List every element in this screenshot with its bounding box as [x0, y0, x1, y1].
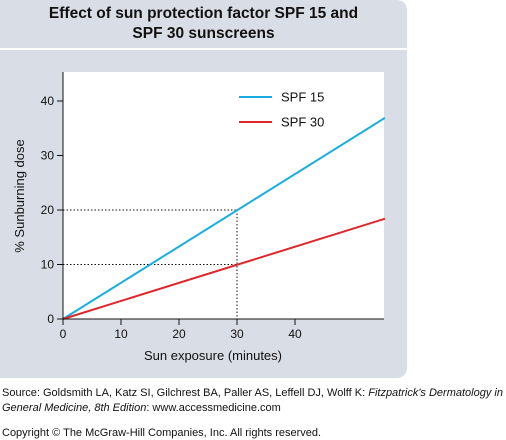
source-title: Fitzpatrick's Dermatology in General Med… — [2, 387, 503, 414]
chart-title: Effect of sun protection factor SPF 15 a… — [0, 4, 407, 44]
y-tick-label: 40 — [41, 94, 55, 108]
x-tick-label: 0 — [60, 327, 67, 341]
x-tick-label: 40 — [288, 327, 302, 341]
series-line-spf-15 — [62, 117, 386, 320]
legend-label: SPF 15 — [281, 90, 324, 105]
reference-lines — [63, 209, 238, 319]
x-tick-label: 30 — [230, 327, 244, 341]
source-note: Source: Goldsmith LA, Katz SI, Gilchrest… — [2, 386, 506, 416]
legend-label: SPF 30 — [281, 115, 324, 130]
chart-title-line-1: Effect of sun protection factor SPF 15 a… — [48, 5, 359, 22]
y-tick-label: 10 — [41, 258, 55, 272]
y-tick-label: 0 — [47, 312, 54, 326]
y-axis-label: % Sunburning dose — [12, 139, 27, 252]
x-axis-label: Sun exposure (minutes) — [144, 348, 282, 363]
x-tick-label: 10 — [114, 327, 128, 341]
plot-area — [63, 72, 384, 319]
axis-ticks: 0 10 20 30 40 0 10 20 30 40 — [41, 94, 302, 341]
y-tick-label: 20 — [41, 203, 55, 217]
legend: SPF 15 SPF 30 — [239, 90, 324, 130]
copyright-note: Copyright © The McGraw-Hill Companies, I… — [2, 427, 322, 439]
title-divider — [0, 48, 407, 50]
source-suffix: : www.accessmedicine.com — [146, 402, 281, 414]
chart-title-line-2: SPF 30 sunscreens — [132, 25, 275, 42]
series-line-spf-30 — [62, 217, 386, 320]
x-tick-label: 20 — [172, 327, 186, 341]
source-prefix: Source: Goldsmith LA, Katz SI, Gilchrest… — [2, 387, 369, 399]
series-lines — [62, 117, 386, 320]
y-tick-label: 30 — [41, 149, 55, 163]
line-chart: 0 10 20 30 40 0 10 20 30 40 Sun exposure (minutes… — [12, 72, 386, 363]
